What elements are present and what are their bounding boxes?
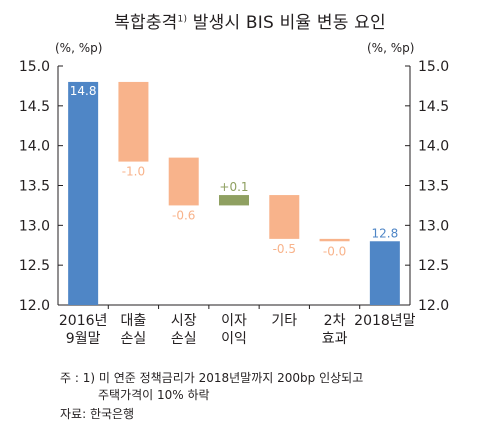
category-label-5: 기타 [271, 313, 297, 329]
bar-3 [168, 157, 199, 206]
category-label-2: 대출 [121, 313, 147, 329]
right-tick-label: 14.5 [418, 99, 449, 115]
left-tick-label: 12.0 [19, 298, 50, 314]
category-label-6: 2차 [324, 313, 346, 329]
bar-1 [68, 81, 99, 305]
right-tick-label: 14.0 [418, 139, 449, 155]
category-label-4: 이자 [221, 313, 247, 329]
bar-2 [118, 81, 149, 162]
category-label-7: 2018년말 [354, 313, 416, 329]
right-tick-label: 13.5 [418, 179, 449, 195]
bar-4 [219, 195, 249, 206]
bar-6 [319, 238, 350, 242]
right-tick-label: 15.0 [418, 59, 449, 75]
left-tick-label: 13.5 [19, 179, 50, 195]
right-tick-label: 12.0 [418, 298, 449, 314]
value-label-2: -1.0 [122, 165, 145, 179]
left-tick-label: 13.0 [19, 218, 50, 234]
category-label-3: 시장 [171, 313, 197, 329]
left-tick-label: 12.5 [19, 258, 50, 274]
footnote-line-2: 주택가격이 10% 하락 [98, 388, 210, 402]
source-note: 자료: 한국은행 [60, 407, 135, 421]
left-tick-label: 15.0 [19, 59, 50, 75]
footnote-line-1: 주 : 1) 미 연준 정책금리가 2018년말까지 200bp 인상되고 [60, 371, 364, 385]
value-label-5: -0.5 [273, 242, 296, 256]
right-tick-label: 12.5 [418, 258, 449, 274]
category-label-1: 9월말 [66, 331, 101, 347]
bar-7 [369, 241, 400, 305]
category-label-3: 손실 [171, 331, 197, 347]
left-tick-label: 14.0 [19, 139, 50, 155]
right-axis-unit: (%, %p) [367, 41, 415, 55]
value-label-6: -0.0 [323, 244, 346, 258]
left-tick-label: 14.5 [19, 99, 50, 115]
right-tick-label: 13.0 [418, 218, 449, 234]
category-label-2: 손실 [121, 331, 147, 347]
bar-5 [269, 195, 300, 239]
category-label-1: 2016년 [59, 313, 108, 329]
left-axis-unit: (%, %p) [55, 41, 103, 55]
category-label-6: 효과 [322, 331, 348, 347]
value-label-7: 12.8 [371, 226, 398, 240]
chart-title: 복합충격1) 발생시 BIS 비율 변동 요인 [114, 13, 386, 33]
category-label-4: 이익 [221, 331, 247, 347]
value-label-3: -0.6 [172, 208, 195, 222]
value-label-4: +0.1 [219, 180, 248, 194]
value-label-1: 14.8 [70, 84, 97, 98]
